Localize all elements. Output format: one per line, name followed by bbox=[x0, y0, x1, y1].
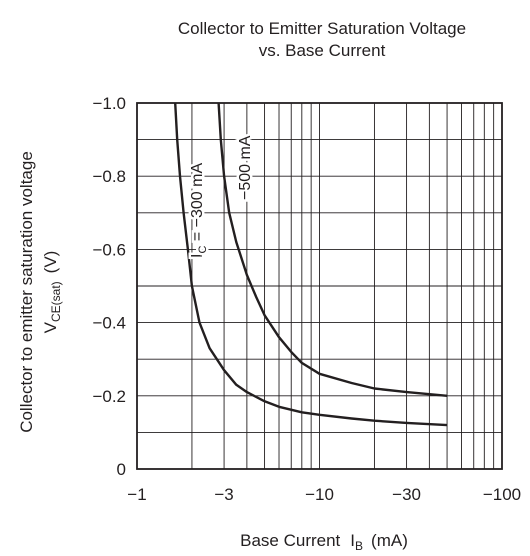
y-tick-label: −1.0 bbox=[92, 94, 126, 113]
y-tick-label: −0.4 bbox=[92, 314, 126, 333]
chart-subtitle: vs. Base Current bbox=[259, 41, 386, 60]
y-tick-label: −0.8 bbox=[92, 167, 126, 186]
series-line-2 bbox=[217, 102, 448, 397]
y-tick-label: −0.2 bbox=[92, 387, 126, 406]
x-tick-label: −10 bbox=[305, 485, 334, 504]
y-tick-labels: 0 −0.2 −0.4 −0.6 −0.8 −1.0 bbox=[92, 94, 126, 479]
y-tick-label: 0 bbox=[117, 460, 126, 479]
series-label-500ma: −500 mA bbox=[237, 135, 254, 200]
y-axis-symbol-unit: (V) bbox=[41, 251, 60, 274]
chart-title: Collector to Emitter Saturation Voltage bbox=[178, 19, 466, 38]
x-axis-label: Base Current IB (mA) bbox=[240, 531, 408, 553]
x-tick-label: −3 bbox=[214, 485, 233, 504]
x-axis-label-symbol: I bbox=[350, 531, 355, 550]
y-tick-label: −0.6 bbox=[92, 240, 126, 259]
x-axis-label-sub: B bbox=[355, 539, 363, 553]
x-tick-label: −30 bbox=[392, 485, 421, 504]
y-axis-symbol: V bbox=[41, 321, 60, 333]
x-tick-labels: −1 −3 −10 −30 −100 bbox=[127, 485, 521, 504]
series-line-1 bbox=[174, 102, 448, 427]
series-lines bbox=[174, 102, 448, 427]
series-labels: IC = −300 mA −500 mA bbox=[187, 133, 257, 261]
plot-frame bbox=[136, 102, 503, 470]
grid bbox=[137, 103, 502, 469]
y-axis-label: Collector to emitter saturation voltage bbox=[17, 151, 36, 433]
y-axis-symbol-sub: CE(sat) bbox=[49, 281, 63, 322]
y-axis-symbol-label: VCE(sat) (V) bbox=[41, 251, 63, 334]
x-axis-label-text: Base Current bbox=[240, 531, 340, 550]
x-tick-label: −1 bbox=[127, 485, 146, 504]
x-tick-label: −100 bbox=[483, 485, 521, 504]
x-axis-label-unit: (mA) bbox=[371, 531, 408, 550]
series-label-300ma: IC = −300 mA bbox=[189, 163, 209, 258]
